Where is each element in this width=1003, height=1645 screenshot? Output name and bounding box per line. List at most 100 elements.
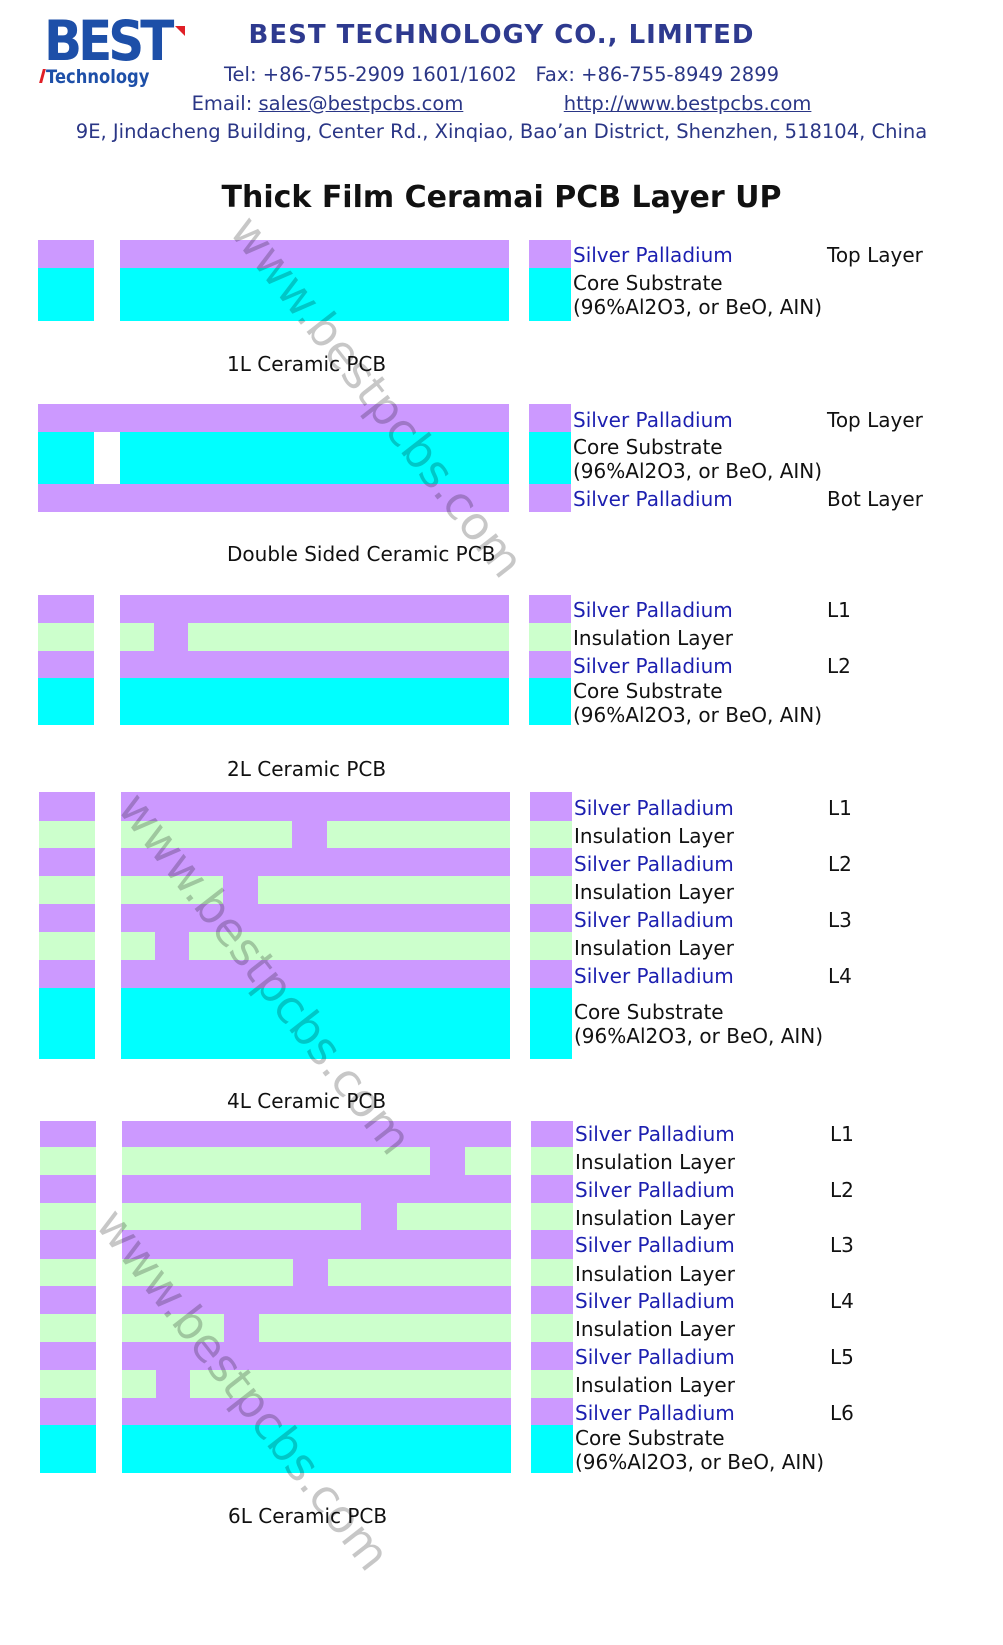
website-link[interactable]: http://www.bestpcbs.com xyxy=(563,92,812,115)
core-substrate-layer-main xyxy=(121,988,510,1059)
insulation-layer-main xyxy=(397,1203,511,1230)
via-fill xyxy=(155,932,189,960)
insulation-layer-swatch xyxy=(530,821,572,848)
via-fill xyxy=(224,1314,259,1342)
logo-text: BEST xyxy=(44,9,174,74)
logo-subtext: Technology xyxy=(46,66,150,88)
insulation-layer-swatch xyxy=(530,876,572,904)
insulation-layer-left xyxy=(39,876,95,904)
layer-label: Insulation Layer xyxy=(574,824,734,848)
silver-palladium-layer-left xyxy=(40,1342,96,1370)
insulation-layer-main xyxy=(121,821,292,848)
layer-label: Silver Palladium xyxy=(575,1122,735,1146)
insulation-layer-swatch xyxy=(531,1203,573,1230)
silver-palladium-layer-left xyxy=(38,240,94,268)
silver-palladium-layer-main xyxy=(120,595,509,623)
layer-label: Insulation Layer xyxy=(575,1262,735,1286)
layer-label: Insulation Layer xyxy=(573,626,733,650)
layer-tag: L1 xyxy=(828,796,852,820)
layer-label: Core Substrate xyxy=(574,1000,724,1024)
silver-palladium-layer-swatch xyxy=(530,792,572,821)
silver-palladium-layer-left xyxy=(40,1175,96,1203)
insulation-layer-swatch xyxy=(530,932,572,960)
layer-label: Silver Palladium xyxy=(573,487,733,511)
insulation-layer-main xyxy=(122,1147,430,1175)
silver-palladium-layer-main xyxy=(121,904,510,932)
layer-label: (96%Al2O3, or BeO, AIN) xyxy=(575,1450,825,1474)
silver-palladium-layer-swatch xyxy=(531,1230,573,1259)
silver-palladium-layer-swatch xyxy=(530,904,572,932)
core-substrate-layer-left xyxy=(40,1425,96,1473)
silver-palladium-layer-main xyxy=(122,1230,511,1259)
via-fill xyxy=(156,1370,190,1398)
silver-palladium-layer-left xyxy=(39,960,95,988)
layer-label: Silver Palladium xyxy=(573,598,733,622)
silver-palladium-layer-left xyxy=(39,848,95,876)
insulation-layer-swatch xyxy=(531,1370,573,1398)
layer-label: Silver Palladium xyxy=(574,796,734,820)
layer-label: (96%Al2O3, or BeO, AIN) xyxy=(573,459,823,483)
layer-label: Insulation Layer xyxy=(575,1206,735,1230)
via-fill xyxy=(293,1259,328,1286)
layer-tag: Top Layer xyxy=(827,243,923,267)
silver-palladium-layer-swatch xyxy=(530,960,572,988)
silver-palladium-layer-left xyxy=(38,595,94,623)
insulation-layer-main xyxy=(327,821,510,848)
email-link[interactable]: sales@bestpcbs.com xyxy=(258,92,464,115)
logo-accent-icon xyxy=(175,26,185,36)
layer-tag: L1 xyxy=(827,598,851,622)
insulation-layer-main xyxy=(122,1314,224,1342)
layer-label: Silver Palladium xyxy=(575,1401,735,1425)
layer-tag: L4 xyxy=(830,1289,854,1313)
via-fill xyxy=(292,821,327,848)
silver-palladium-layer-main xyxy=(122,1342,511,1370)
layer-tag: L4 xyxy=(828,964,852,988)
insulation-layer-main xyxy=(259,1314,511,1342)
insulation-layer-main xyxy=(122,1259,293,1286)
silver-palladium-layer-swatch xyxy=(531,1398,573,1425)
core-substrate-layer-main xyxy=(122,1425,511,1473)
silver-palladium-layer-left xyxy=(40,1121,96,1147)
insulation-layer-left xyxy=(38,623,94,651)
layer-tag: L6 xyxy=(830,1401,854,1425)
insulation-layer-main xyxy=(122,1203,361,1230)
layer-label: (96%Al2O3, or BeO, AIN) xyxy=(574,1024,824,1048)
via-fill xyxy=(154,623,188,651)
company-name: BEST TECHNOLOGY CO., LIMITED xyxy=(248,20,755,50)
silver-palladium-layer-main xyxy=(122,1286,511,1314)
silver-palladium-layer-main xyxy=(120,484,509,512)
core-substrate-layer-left xyxy=(38,678,94,725)
stackup-caption: Double Sided Ceramic PCB xyxy=(227,542,496,566)
silver-palladium-layer-swatch xyxy=(529,240,571,268)
core-substrate-layer-left xyxy=(38,268,94,321)
layer-label: Insulation Layer xyxy=(575,1317,735,1341)
silver-palladium-layer-swatch xyxy=(529,484,571,512)
insulation-layer-main xyxy=(465,1147,511,1175)
silver-palladium-layer-left xyxy=(39,792,95,821)
layer-label: Insulation Layer xyxy=(574,880,734,904)
layer-tag: L3 xyxy=(830,1233,854,1257)
silver-palladium-layer-left xyxy=(40,1286,96,1314)
core-substrate-layer-main xyxy=(120,432,509,484)
silver-palladium-layer-main xyxy=(121,848,510,876)
silver-palladium-layer-main xyxy=(122,1175,511,1203)
silver-palladium-layer-main xyxy=(120,404,509,432)
layer-label: Silver Palladium xyxy=(575,1289,735,1313)
insulation-layer-left xyxy=(40,1203,96,1230)
silver-palladium-layer-gap xyxy=(94,484,120,512)
silver-palladium-layer-swatch xyxy=(530,848,572,876)
silver-palladium-layer-main xyxy=(121,960,510,988)
insulation-layer-main xyxy=(189,932,510,960)
insulation-layer-left xyxy=(39,821,95,848)
layer-tag: Top Layer xyxy=(827,408,923,432)
insulation-layer-swatch xyxy=(531,1147,573,1175)
core-substrate-layer-left xyxy=(39,988,95,1059)
fax-text: Fax: +86-755-8949 2899 xyxy=(535,63,780,86)
layer-label: Silver Palladium xyxy=(574,964,734,988)
core-substrate-layer-swatch xyxy=(531,1425,573,1473)
insulation-layer-main xyxy=(121,876,223,904)
layer-tag: L3 xyxy=(828,908,852,932)
contact-web-line: Email: sales@bestpcbs.com http://www.bes… xyxy=(0,92,1003,115)
best-technology-logo: BEST Technology xyxy=(39,14,185,88)
